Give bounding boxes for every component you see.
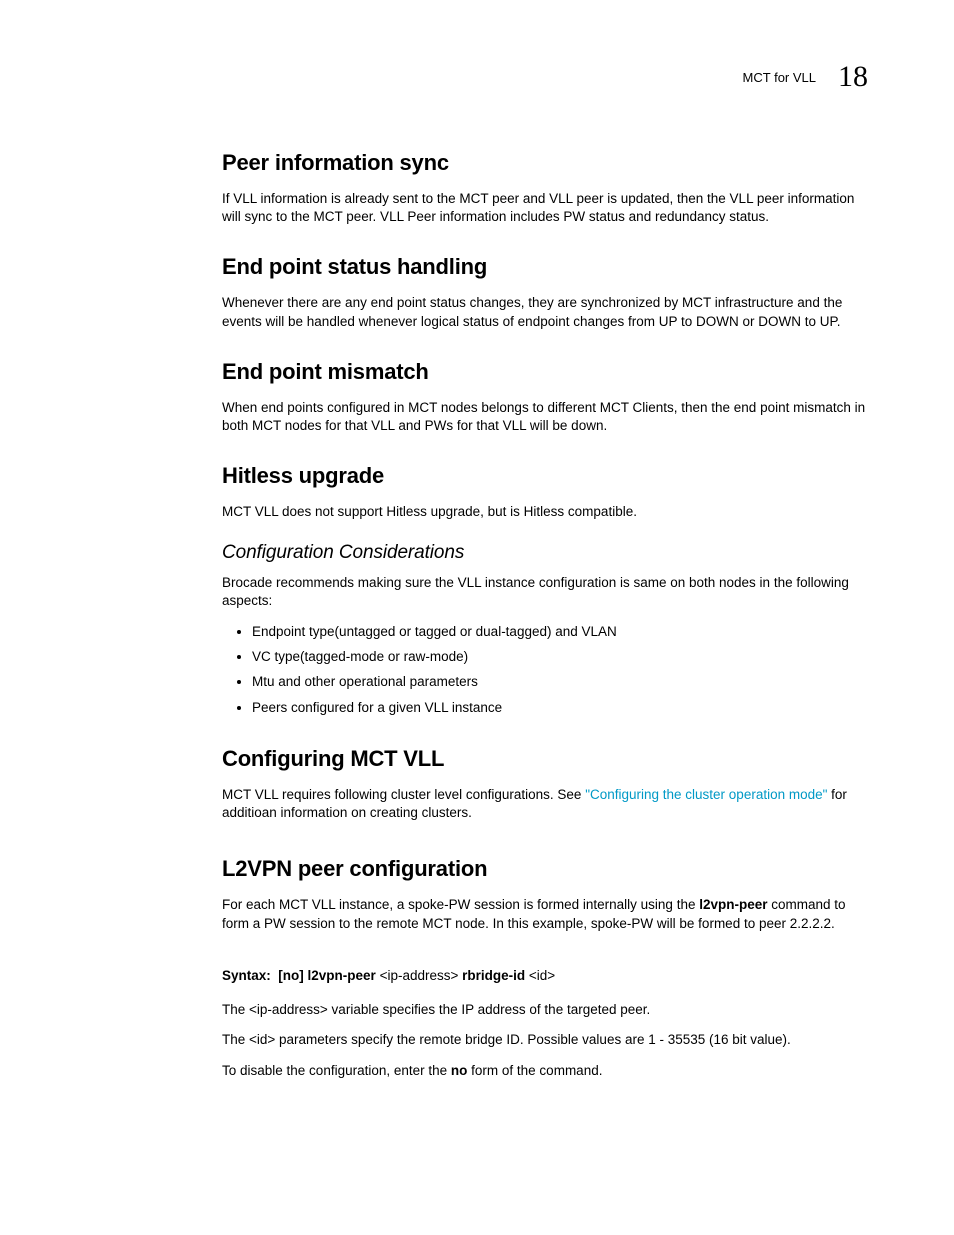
heading-hitless-upgrade: Hitless upgrade: [222, 463, 868, 489]
header-section-label: MCT for VLL: [743, 70, 816, 85]
para-peer-info-sync: If VLL information is already sent to th…: [222, 190, 868, 226]
running-header: MCT for VLL 18: [222, 60, 868, 94]
para-configuring-mct-vll: MCT VLL requires following cluster level…: [222, 786, 868, 822]
text-fragment: For each MCT VLL instance, a spoke-PW se…: [222, 897, 699, 912]
list-config-considerations: Endpoint type(untagged or tagged or dual…: [222, 622, 868, 718]
syntax-arg: <id>: [525, 968, 555, 983]
syntax-cmd: [no] l2vpn-peer: [278, 968, 376, 983]
para-l2vpn-ip: The <ip-address> variable specifies the …: [222, 1001, 868, 1019]
para-l2vpn-intro: For each MCT VLL instance, a spoke-PW se…: [222, 896, 868, 932]
para-endpoint-mismatch: When end points configured in MCT nodes …: [222, 399, 868, 435]
heading-endpoint-status: End point status handling: [222, 254, 868, 280]
header-page-number: 18: [838, 60, 868, 94]
heading-configuring-mct-vll: Configuring MCT VLL: [222, 746, 868, 772]
para-l2vpn-id: The <id> parameters specify the remote b…: [222, 1031, 868, 1049]
list-item: VC type(tagged-mode or raw-mode): [252, 647, 868, 667]
para-config-considerations-intro: Brocade recommends making sure the VLL i…: [222, 574, 868, 610]
bold-text: l2vpn-peer: [699, 897, 767, 912]
syntax-label: Syntax:: [222, 968, 271, 983]
para-endpoint-status: Whenever there are any end point status …: [222, 294, 868, 330]
para-hitless-upgrade: MCT VLL does not support Hitless upgrade…: [222, 503, 868, 521]
heading-peer-info-sync: Peer information sync: [222, 150, 868, 176]
syntax-arg: <ip-address>: [376, 968, 462, 983]
heading-l2vpn-peer-config: L2VPN peer configuration: [222, 856, 868, 882]
list-item: Mtu and other operational parameters: [252, 672, 868, 692]
para-l2vpn-disable: To disable the configuration, enter the …: [222, 1062, 868, 1080]
text-fragment: MCT VLL requires following cluster level…: [222, 787, 585, 802]
link-config-cluster-op-mode[interactable]: "Configuring the cluster operation mode": [585, 787, 827, 802]
syntax-line: Syntax: [no] l2vpn-peer <ip-address> rbr…: [222, 967, 868, 985]
syntax-cmd: rbridge-id: [462, 968, 525, 983]
list-item: Endpoint type(untagged or tagged or dual…: [252, 622, 868, 642]
text-fragment: form of the command.: [467, 1063, 602, 1078]
heading-endpoint-mismatch: End point mismatch: [222, 359, 868, 385]
list-item: Peers configured for a given VLL instanc…: [252, 698, 868, 718]
text-fragment: To disable the configuration, enter the: [222, 1063, 451, 1078]
bold-text: no: [451, 1063, 468, 1078]
document-page: MCT for VLL 18 Peer information sync If …: [0, 0, 954, 1235]
subheading-config-considerations: Configuration Considerations: [222, 542, 868, 564]
